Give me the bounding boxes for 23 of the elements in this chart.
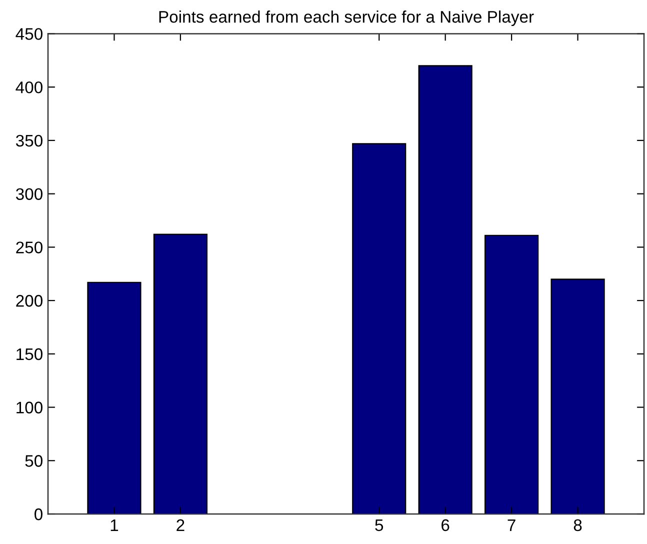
- y-tick-label: 350: [16, 134, 42, 147]
- y-tick-label: 450: [16, 28, 42, 40]
- y-tick-label: 150: [16, 348, 42, 360]
- x-tick-label: 7: [508, 519, 516, 531]
- x-tick-label: 6: [442, 519, 450, 532]
- bar: [352, 143, 406, 514]
- y-tick-label: 200: [16, 294, 42, 307]
- bar: [418, 65, 472, 514]
- y-tick-label: 0: [34, 508, 42, 520]
- y-tick-label: 250: [16, 242, 42, 254]
- bar: [87, 282, 142, 514]
- x-tick-label: 5: [375, 519, 384, 532]
- x-tick-label: 8: [574, 519, 582, 532]
- y-tick-label: 400: [16, 81, 42, 94]
- y-tick-label: 50: [25, 455, 42, 467]
- x-tick-label: 1: [110, 519, 118, 531]
- bar: [484, 234, 539, 514]
- y-tick-label: 100: [16, 402, 42, 414]
- bar: [153, 234, 208, 514]
- x-tick-label: 2: [176, 519, 184, 531]
- chart-title: Points earned from each service for a Naive Player: [159, 10, 534, 26]
- y-tick-label: 300: [16, 188, 42, 200]
- bar: [550, 278, 605, 514]
